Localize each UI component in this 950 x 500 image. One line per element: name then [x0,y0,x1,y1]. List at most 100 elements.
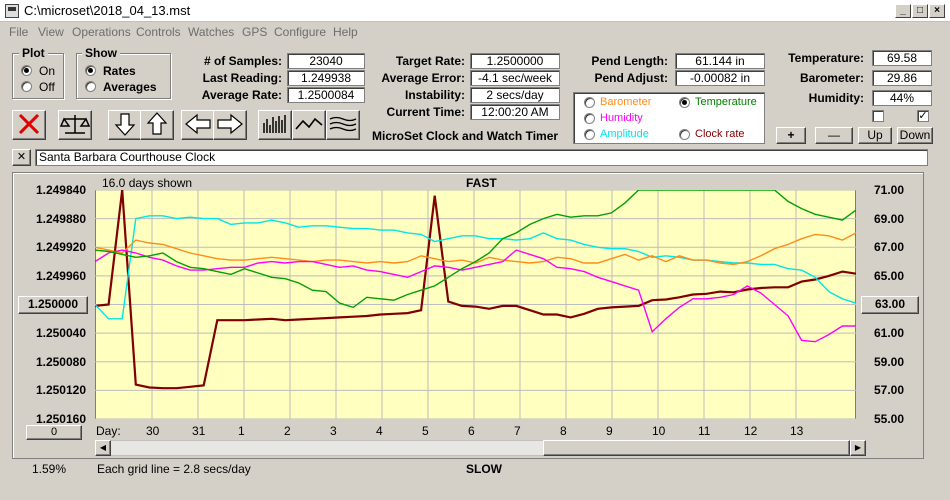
menu-help[interactable]: Help [333,25,358,39]
samples-label: # of Samples: [203,54,282,68]
amplitude-option-label: Amplitude [600,128,649,140]
multi-line-view-button[interactable] [326,110,360,140]
plot-off-radio[interactable] [21,81,32,92]
option-checkbox-2[interactable]: ✓ [917,110,929,122]
arrow-up-icon [146,112,168,135]
right-axis-tick: 61.00 [874,326,905,341]
option-checkbox-1[interactable] [872,110,884,122]
center-rate-button[interactable]: 1.250000 [18,296,88,314]
left-axis-tick: 1.249960 [35,268,86,283]
temperature-radio[interactable] [679,97,690,108]
barometer-radio[interactable] [584,97,595,108]
wave-line-icon [295,117,323,130]
menu-configure[interactable]: Configure [274,25,327,39]
balance-button[interactable] [58,110,92,140]
left-axis-tick: 1.249840 [35,183,86,197]
window-title: C:\microset\2018_04_13.mst [24,3,191,18]
show-rates-label: Rates [103,64,136,78]
x-axis-tick: 7 [514,424,521,438]
center-temperature-button[interactable]: 63.00 [861,296,919,314]
x-axis-tick: 8 [560,424,567,438]
humidity-field: 44% [872,90,932,106]
offset-button[interactable]: 0 [26,425,82,440]
menu-view[interactable]: View [38,25,64,39]
x-axis-tick: 11 [698,424,711,438]
shift-left-button[interactable] [181,110,215,140]
x-axis-tick: 2 [284,424,291,438]
average-error-label: Average Error: [381,71,465,85]
line-view-button[interactable] [292,110,326,140]
app-icon[interactable] [5,4,19,18]
humidity-radio[interactable] [584,113,595,124]
menu-file[interactable]: File [9,25,29,39]
series-line [95,249,856,343]
plot-group-title: Plot [19,46,48,60]
x-axis-tick: 9 [606,424,613,438]
left-axis-tick: 1.250040 [35,326,86,341]
menu-operations[interactable]: Operations [72,25,131,39]
shift-down-button[interactable] [108,110,142,140]
left-axis: 1.249840 1.249880 1.249920 1.249960 1.250040… [14,182,86,426]
scroll-right-button[interactable]: ▶ [850,440,866,456]
down-button[interactable]: Down [897,127,933,144]
bar-view-button[interactable] [258,110,292,140]
amplitude-radio[interactable] [584,129,595,140]
right-axis-tick: 71.00 [874,183,905,197]
up-button[interactable]: Up [858,127,892,144]
humidity-option-label: Humidity [600,112,643,124]
plot-on-label: On [39,64,56,78]
close-icon[interactable]: × [929,4,945,18]
x-axis: 30 31 1 2 3 4 5 6 7 8 9 10 11 12 13 [95,422,856,438]
series-line [95,232,856,266]
slow-label: SLOW [466,462,502,476]
scroll-thumb[interactable] [543,440,850,456]
barometer-label: Barometer: [799,71,864,85]
clock-close-button[interactable]: ✕ [12,149,31,166]
menu-gps[interactable]: GPS [242,25,268,39]
menu-controls[interactable]: Controls [136,25,181,39]
humidity-label: Humidity: [808,91,864,105]
menu-watches[interactable]: Watches [188,25,235,39]
last-reading-label: Last Reading: [202,71,282,85]
plot-on-radio[interactable] [21,65,32,76]
left-axis-tick: 1.250160 [35,412,86,426]
x-axis-tick: 13 [790,424,804,438]
current-time-field: 12:00:20 AM [470,104,560,120]
bars-icon [263,115,286,133]
series-line [95,190,856,390]
average-error-field: -4.1 sec/week [470,70,560,86]
shift-right-button[interactable] [213,110,247,140]
show-averages-label: Averages [103,80,157,94]
x-axis-tick: 31 [192,424,206,438]
x-axis-tick: 10 [652,424,666,438]
pend-length-field: 61.144 in [675,53,765,69]
barometer-field: 29.86 [872,70,932,86]
arrow-down-icon [114,113,136,136]
show-rates-radio[interactable] [85,65,96,76]
app-name: MicroSet Clock and Watch Timer [372,129,559,143]
arrow-right-icon [217,113,243,135]
show-group-title: Show [82,46,120,60]
clock-rate-radio[interactable] [679,129,690,140]
clock-name-field[interactable]: Santa Barbara Courthouse Clock [35,149,928,166]
last-reading-field: 1.249938 [287,70,365,86]
show-averages-radio[interactable] [85,81,96,92]
overlay-selector [573,92,765,144]
arrow-left-icon [185,113,211,135]
left-axis-tick: 1.249920 [35,240,86,255]
maximize-icon[interactable]: □ [912,4,928,18]
current-time-label: Current Time: [386,105,465,119]
minimize-icon[interactable]: _ [895,4,911,18]
scroll-left-button[interactable]: ◀ [95,440,111,456]
right-axis-tick: 69.00 [874,211,905,226]
clear-button[interactable] [12,110,46,140]
series-line [95,190,856,309]
balance-scale-icon [59,115,91,134]
plus-button[interactable]: + [776,127,806,144]
x-axis-tick: 12 [744,424,758,438]
right-axis-tick: 55.00 [874,412,905,426]
title-bar: C:\microset\2018_04_13.mst _ □ × [0,0,950,22]
minus-button[interactable]: — [815,127,853,144]
shift-up-button[interactable] [140,110,174,140]
right-axis-tick: 65.00 [874,268,905,283]
